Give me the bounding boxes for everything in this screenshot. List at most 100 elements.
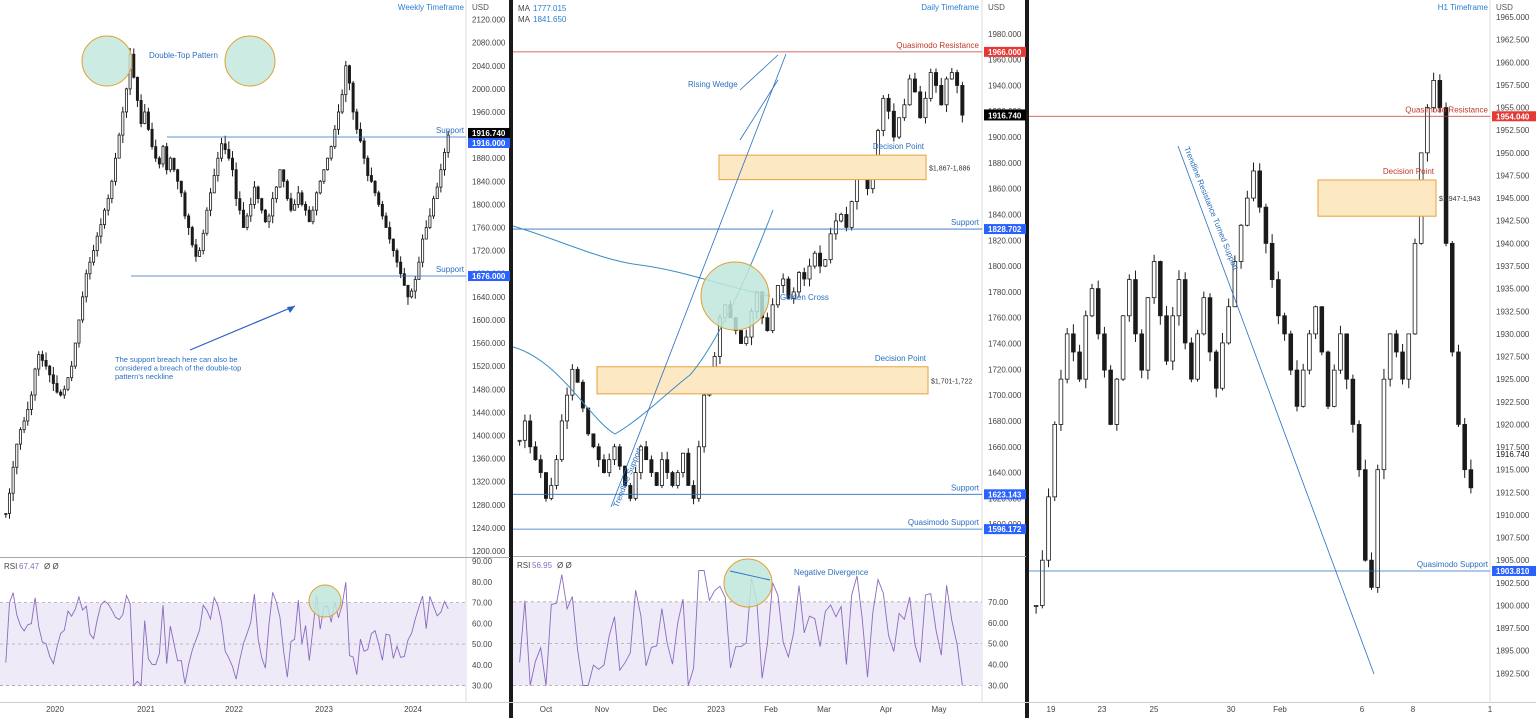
candle-body <box>150 128 154 148</box>
candle-body <box>66 377 70 390</box>
y-tick-label: 1960.000 <box>1496 58 1530 67</box>
candle-body <box>517 439 522 442</box>
candle-body <box>1040 559 1045 606</box>
candle-body <box>77 319 81 344</box>
rsi-extra: Ø Ø <box>44 562 59 571</box>
decision-point-range: $1,867-1,886 <box>929 165 970 172</box>
y-tick-label: 2080.000 <box>472 39 506 48</box>
candle-body <box>1269 242 1275 280</box>
candle-body <box>617 446 622 467</box>
candle-body <box>347 65 351 84</box>
y-tick-label: 1935.000 <box>1496 285 1530 294</box>
candle-body <box>187 215 191 228</box>
candle-body <box>1213 351 1219 389</box>
candle-body <box>601 459 606 473</box>
candle-body <box>1145 297 1151 371</box>
rsi-value: 67.47 <box>19 562 40 571</box>
current-price-text: 1916.740 <box>1496 450 1530 459</box>
y-tick-label: 2120.000 <box>472 16 506 25</box>
x-tick-label: 19 <box>1047 705 1056 714</box>
candle-body <box>923 97 928 119</box>
candle-body <box>1164 315 1169 362</box>
y-tick-label: 1952.500 <box>1496 126 1530 135</box>
candle-body <box>1263 206 1269 244</box>
price-tag <box>1492 111 1536 122</box>
rsi-tick-label: 70.00 <box>988 598 1009 607</box>
y-tick-label: 1927.500 <box>1496 353 1530 362</box>
annotation-line: considered a breach of the double-top <box>115 364 241 373</box>
timeframe-title: Daily Timeframe <box>921 3 979 12</box>
candle-body <box>241 209 245 228</box>
candle-body <box>791 291 796 299</box>
candle-body <box>44 359 48 367</box>
candle-body <box>1387 333 1393 380</box>
candle-body <box>194 244 198 257</box>
candle-body <box>522 420 527 441</box>
candle-body <box>839 214 844 222</box>
candle-body <box>278 169 282 188</box>
candle-body <box>256 186 260 200</box>
candle-body <box>369 175 373 182</box>
candle-body <box>1095 288 1101 335</box>
candle-body <box>1431 80 1436 108</box>
rsi-tick-label: 40.00 <box>472 661 493 670</box>
ma-label: MA <box>518 15 531 24</box>
level-label: Support <box>436 126 465 135</box>
price-tag-text: 1828.702 <box>988 225 1022 234</box>
candle-body <box>132 53 136 78</box>
candle-body <box>1282 315 1287 335</box>
candle-body <box>40 354 44 361</box>
chart-panel-3: USD H1 Timeframe 1965.000 1962.500 1960.000 1… <box>1029 0 1536 714</box>
candle-body <box>955 72 960 86</box>
y-tick-label: 1902.500 <box>1496 579 1530 588</box>
candle-body <box>702 394 707 448</box>
candle-body <box>395 250 399 263</box>
candle-body <box>1313 306 1318 335</box>
candle-body <box>1363 469 1368 561</box>
chart-panel-2: USD Daily Timeframe 1980.000 1960.000 1940.0… <box>512 0 1026 714</box>
price-tag <box>468 127 510 138</box>
y-tick-label: 1700.000 <box>988 391 1022 400</box>
x-tick-label: 8 <box>1411 705 1416 714</box>
candle-body <box>114 157 117 182</box>
price-tag-text: 1916.000 <box>472 139 506 148</box>
candle-body <box>949 72 954 80</box>
y-tick-label: 1560.000 <box>472 339 506 348</box>
rsi-tick-label: 90.00 <box>472 557 493 566</box>
y-tick-label: 1640.000 <box>988 469 1022 478</box>
rsi-tick-label: 50.00 <box>472 640 493 649</box>
candle-body <box>881 97 886 131</box>
candle-body <box>1201 297 1207 335</box>
candle-body <box>124 88 128 113</box>
trendline-label: Trendline Resistance Turned Support <box>1182 145 1240 272</box>
level-label: Support <box>951 218 980 227</box>
candle-body <box>73 342 77 367</box>
candle-body <box>849 201 854 228</box>
y-tick-label: 1880.000 <box>988 159 1022 168</box>
candle-body <box>1176 279 1182 317</box>
y-tick-label: 1800.000 <box>472 200 506 209</box>
candle-body <box>1083 315 1089 380</box>
price-tag <box>468 137 510 148</box>
candle-body <box>263 209 267 223</box>
candle-body <box>907 78 912 106</box>
price-tag-text: 1916.740 <box>472 129 506 138</box>
candle-body <box>293 204 297 211</box>
decision-point-range: $1,701-1,722 <box>931 378 972 385</box>
price-tag-text: 1623.143 <box>988 490 1022 499</box>
candle-body <box>1356 424 1362 471</box>
candle-body <box>161 146 165 165</box>
candle-body <box>157 157 161 165</box>
candle-body <box>828 233 833 261</box>
candle-body <box>1089 288 1095 317</box>
y-tick-label: 1915.000 <box>1496 466 1530 475</box>
candle-body <box>1151 261 1157 299</box>
rsi-highlight-circle <box>723 558 773 608</box>
rsi-tick-label: 30.00 <box>472 682 493 691</box>
level-label: Quasimodo Resistance <box>1405 105 1488 114</box>
x-tick-label: 25 <box>1150 705 1159 714</box>
rsi-tick-label: 30.00 <box>988 682 1009 691</box>
candle-body <box>88 261 92 275</box>
y-tick-label: 1940.000 <box>1496 239 1530 248</box>
